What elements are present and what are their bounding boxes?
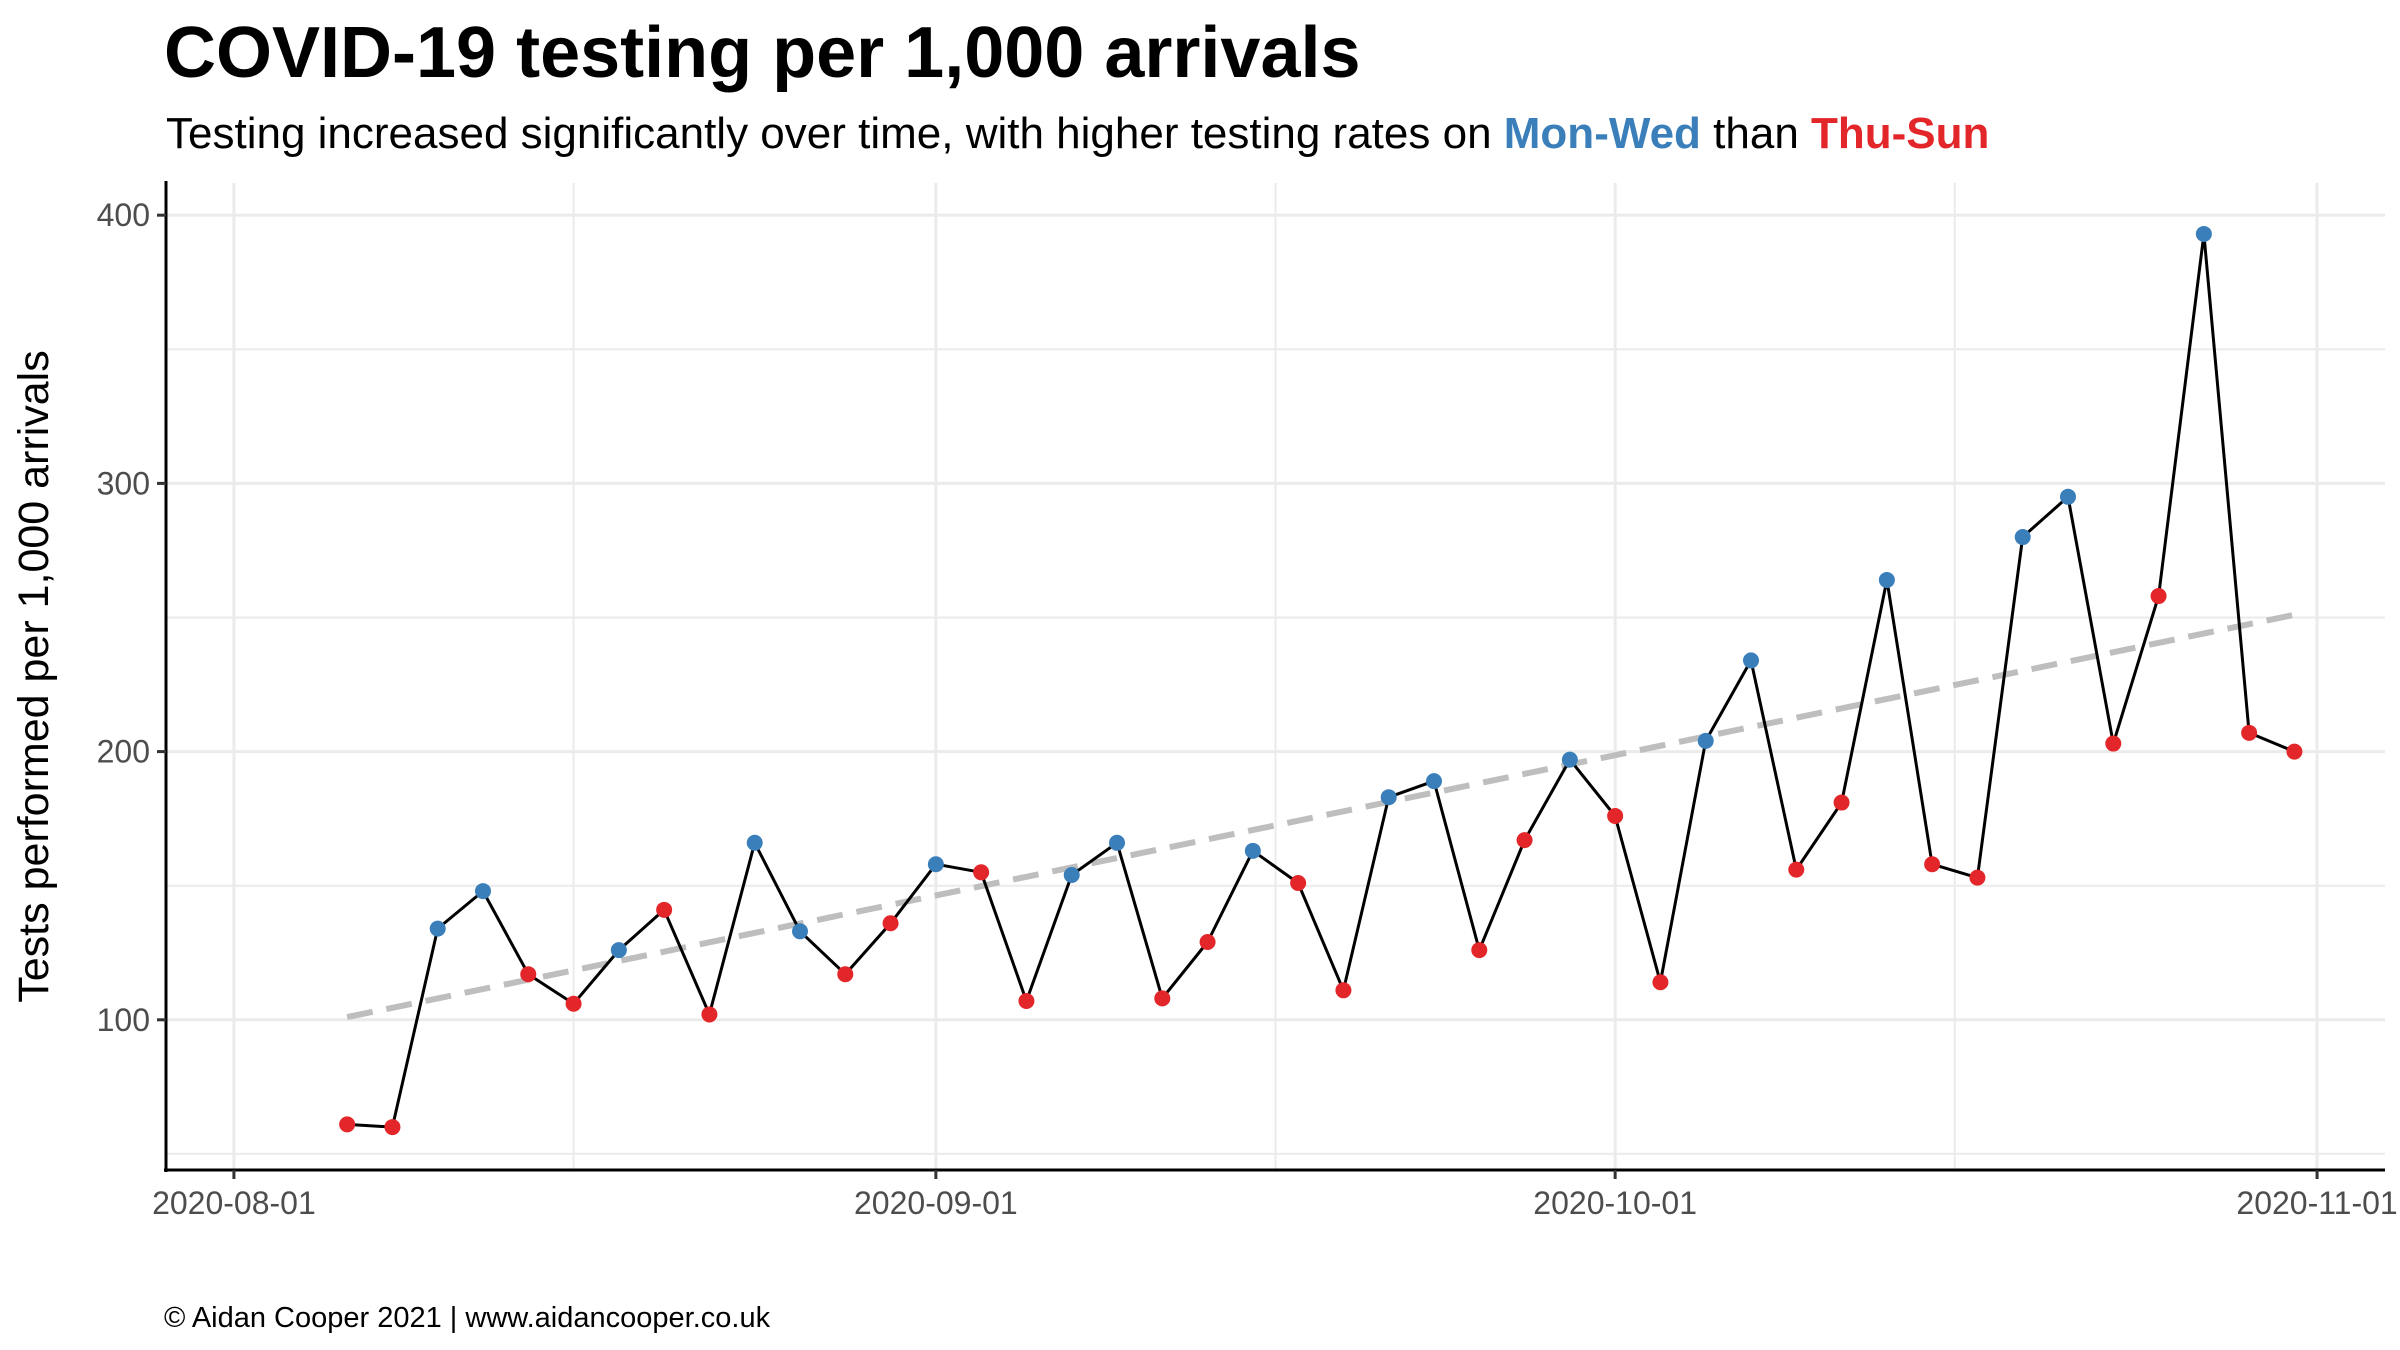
axis-labels: 100 200 300 400 2020-08-01 2020-09-01 2020-10-… <box>10 197 2398 1221</box>
series-line-group <box>347 232 2295 1129</box>
chart-subtitle: Testing increased significantly over tim… <box>166 104 1989 164</box>
data-point-thu-sun <box>701 1006 718 1023</box>
data-point-thu-sun <box>1788 861 1805 878</box>
data-point-mon-wed <box>610 942 627 959</box>
trend-line <box>346 611 2296 1021</box>
data-point-thu-sun <box>384 1119 401 1136</box>
data-point-mon-wed <box>2014 529 2031 546</box>
data-point-thu-sun <box>1335 982 1352 999</box>
subtitle-mon-wed-label: Mon-Wed <box>1503 109 1701 158</box>
subtitle-thu-sun-label: Thu-Sun <box>1811 109 1990 158</box>
data-point-mon-wed <box>2195 225 2212 242</box>
data-point-thu-sun <box>1471 942 1488 959</box>
data-point-mon-wed <box>1109 834 1125 851</box>
data-point-thu-sun <box>1607 807 1624 824</box>
data-point-mon-wed <box>2060 488 2076 505</box>
data-point-mon-wed <box>1743 652 1759 669</box>
x-tick-label: 2020-11-01 <box>2236 1185 2397 1221</box>
data-point-thu-sun <box>2150 588 2167 605</box>
chart-caption: © Aidan Cooper 2021 | www.aidancooper.co… <box>164 1302 771 1334</box>
trend-line-group <box>346 611 2296 1021</box>
data-point-thu-sun <box>565 995 582 1012</box>
y-tick-label: 200 <box>97 734 150 770</box>
x-tick-label: 2020-09-01 <box>854 1185 1018 1221</box>
data-point-thu-sun <box>837 966 854 983</box>
subtitle-than-text: than <box>1700 109 1812 158</box>
data-point-thu-sun <box>882 915 899 932</box>
data-point-thu-sun <box>2105 735 2122 752</box>
data-point-thu-sun <box>1833 794 1850 811</box>
data-point-mon-wed <box>1697 732 1714 749</box>
y-tick-label: 100 <box>97 1002 150 1038</box>
y-tick-label: 400 <box>97 197 150 233</box>
data-point-mon-wed <box>1561 751 1578 768</box>
data-point-mon-wed <box>1063 866 1080 883</box>
data-point-thu-sun <box>1199 934 1216 951</box>
x-tick-label: 2020-10-01 <box>1533 1185 1697 1221</box>
subtitle-text: Testing increased significantly over tim… <box>166 109 1504 158</box>
data-point-thu-sun <box>1018 993 1035 1010</box>
data-point-thu-sun <box>1154 990 1171 1007</box>
y-axis-title: Tests performed per 1,000 arrivals <box>10 350 58 1002</box>
y-tick-label: 300 <box>97 465 150 501</box>
data-point-mon-wed <box>429 920 446 937</box>
data-point-thu-sun <box>1652 974 1669 991</box>
data-point-thu-sun <box>2241 724 2258 741</box>
data-point-mon-wed <box>1244 842 1261 859</box>
grid-lines <box>166 183 2385 1170</box>
data-point-thu-sun <box>1516 832 1533 849</box>
data-point-thu-sun <box>1969 869 1986 886</box>
series-line <box>347 232 2295 1129</box>
data-point-thu-sun <box>520 966 537 983</box>
data-point-thu-sun <box>339 1116 356 1133</box>
data-point-mon-wed <box>792 923 808 940</box>
data-point-mon-wed <box>746 834 763 851</box>
data-point-thu-sun <box>2286 743 2303 760</box>
data-point-mon-wed <box>1426 773 1442 790</box>
data-point-mon-wed <box>1380 789 1397 806</box>
data-point-mon-wed <box>1878 571 1895 588</box>
data-point-thu-sun <box>1924 856 1941 873</box>
data-point-mon-wed <box>927 856 944 873</box>
data-point-thu-sun <box>1290 875 1307 892</box>
data-point-thu-sun <box>973 864 990 881</box>
x-tick-label: 2020-08-01 <box>152 1185 316 1221</box>
chart-title: COVID-19 testing per 1,000 arrivals <box>164 13 1361 93</box>
axes <box>157 181 2385 1179</box>
data-point-mon-wed <box>475 883 491 900</box>
data-point-thu-sun <box>656 901 673 918</box>
data-points <box>339 225 2303 1136</box>
